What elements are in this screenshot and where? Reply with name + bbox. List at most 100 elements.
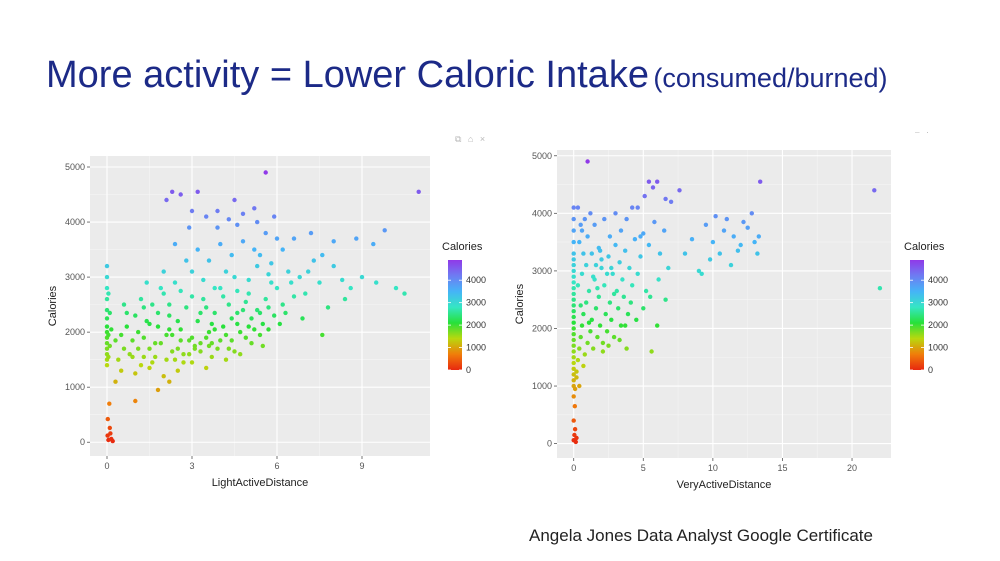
data-point (604, 329, 610, 334)
data-point (872, 188, 877, 193)
data-point (133, 313, 138, 318)
data-point (571, 355, 576, 360)
data-point (600, 349, 606, 354)
data-point (119, 332, 124, 338)
data-point (571, 326, 576, 331)
data-point (588, 211, 593, 216)
data-point (104, 285, 110, 291)
data-point (621, 294, 626, 299)
data-point (263, 170, 268, 175)
data-point (596, 294, 601, 299)
data-point (755, 251, 760, 256)
plot-toolbar-icons[interactable]: ⧉ ⌂ × (455, 134, 488, 144)
slide-title-sub: (consumed/burned) (653, 63, 888, 93)
data-point (107, 401, 112, 406)
data-point (127, 352, 132, 357)
data-point (752, 239, 757, 245)
data-point (249, 341, 254, 346)
data-point (585, 159, 590, 164)
colorbar-tick-label: 0 (466, 365, 471, 375)
data-point (291, 294, 297, 299)
data-point (192, 346, 197, 351)
data-point (340, 277, 345, 283)
data-point (574, 435, 579, 441)
data-point (272, 214, 277, 219)
data-point (106, 332, 111, 338)
data-point (717, 251, 722, 256)
data-point (609, 265, 614, 271)
data-point (571, 228, 576, 233)
data-point (595, 334, 600, 340)
data-point (274, 236, 280, 241)
data-point (212, 285, 217, 291)
data-point (257, 252, 263, 258)
data-point (624, 216, 629, 222)
data-point (613, 242, 618, 248)
data-point (630, 205, 635, 210)
data-point (393, 285, 399, 291)
data-point (252, 206, 257, 211)
data-point (597, 248, 603, 253)
data-point (121, 346, 127, 351)
data-point (221, 324, 226, 329)
data-point (246, 324, 251, 329)
data-point (260, 321, 265, 327)
data-point (266, 327, 271, 332)
data-point (164, 357, 169, 362)
data-point (657, 251, 663, 256)
data-point (577, 239, 582, 245)
data-point (189, 294, 195, 299)
data-point (283, 310, 288, 316)
data-point (136, 329, 141, 335)
data-point (731, 234, 736, 239)
data-point (289, 280, 294, 285)
data-point (571, 314, 576, 320)
y-tick-label: 2000 (65, 327, 85, 337)
x-tick-label: 6 (274, 461, 279, 471)
data-point (238, 329, 243, 335)
data-point (749, 211, 754, 216)
data-point (638, 254, 643, 259)
data-point (325, 305, 331, 310)
data-point (107, 425, 113, 431)
data-point (586, 320, 592, 325)
data-point (249, 316, 254, 321)
y-tick-label: 4000 (532, 208, 552, 218)
data-point (108, 431, 113, 436)
data-point (571, 216, 576, 222)
data-point (317, 280, 322, 285)
data-point (584, 262, 589, 268)
data-point (167, 379, 172, 384)
data-point (642, 193, 647, 199)
data-point (104, 296, 110, 302)
data-point (579, 323, 585, 328)
plot-toolbar-icons-2[interactable]: ⎯ · (915, 127, 931, 137)
data-point (625, 311, 631, 317)
data-point (574, 375, 579, 380)
data-point (153, 341, 158, 346)
data-point (246, 291, 251, 296)
data-point (272, 313, 277, 318)
data-point (106, 291, 111, 296)
data-point (606, 343, 611, 348)
data-point (635, 205, 640, 210)
data-point (617, 260, 622, 265)
data-point (604, 271, 610, 276)
data-point (218, 285, 223, 291)
data-point (300, 316, 305, 321)
data-point (280, 302, 285, 307)
data-point (571, 297, 576, 302)
x-tick-label: 5 (641, 463, 646, 473)
data-point (104, 307, 110, 313)
data-point (696, 268, 702, 274)
data-point (155, 310, 161, 316)
data-point (756, 234, 761, 239)
data-point (215, 208, 220, 214)
data-point (144, 318, 149, 324)
data-point (252, 327, 257, 332)
x-tick-label: 10 (708, 463, 718, 473)
data-point (591, 274, 596, 279)
data-point (155, 387, 161, 393)
y-tick-label: 1000 (532, 381, 552, 391)
data-point (218, 241, 223, 247)
